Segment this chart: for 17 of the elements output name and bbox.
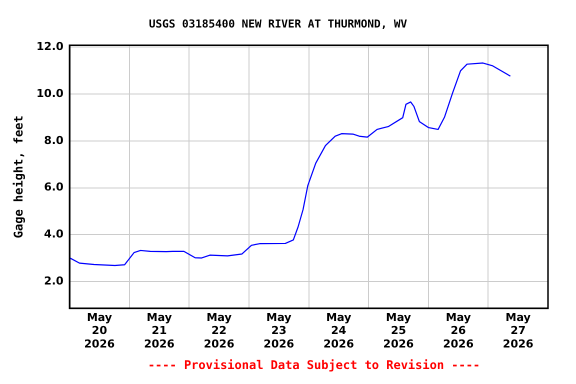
x-tick-label: May 20 2026 xyxy=(84,310,116,350)
y-tick-label: 2.0 xyxy=(44,274,64,288)
x-tick-label: May 21 2026 xyxy=(144,310,175,350)
y-tick-label: 10.0 xyxy=(36,86,64,100)
x-tick-label: May 22 2026 xyxy=(204,310,235,350)
chart-title: USGS 03185400 NEW RIVER AT THURMOND, WV xyxy=(148,17,408,30)
y-tick-label: 8.0 xyxy=(44,134,64,147)
x-tick-label: May 27 2026 xyxy=(502,310,534,350)
x-tick-label: May 26 2026 xyxy=(442,310,474,350)
x-tick-label: May 24 2026 xyxy=(323,310,354,350)
y-tick-label: 4.0 xyxy=(44,228,64,241)
y-tick-label: 12.0 xyxy=(36,40,64,53)
y-tick-label: 6.0 xyxy=(44,180,64,194)
x-tick-label: May 23 2026 xyxy=(264,310,295,350)
y-axis-title: Gage height, feet xyxy=(11,115,26,238)
text: ---- Provisional Data Subject to Revision ---- xyxy=(148,358,480,372)
x-tick-label: May 25 2026 xyxy=(383,310,414,350)
